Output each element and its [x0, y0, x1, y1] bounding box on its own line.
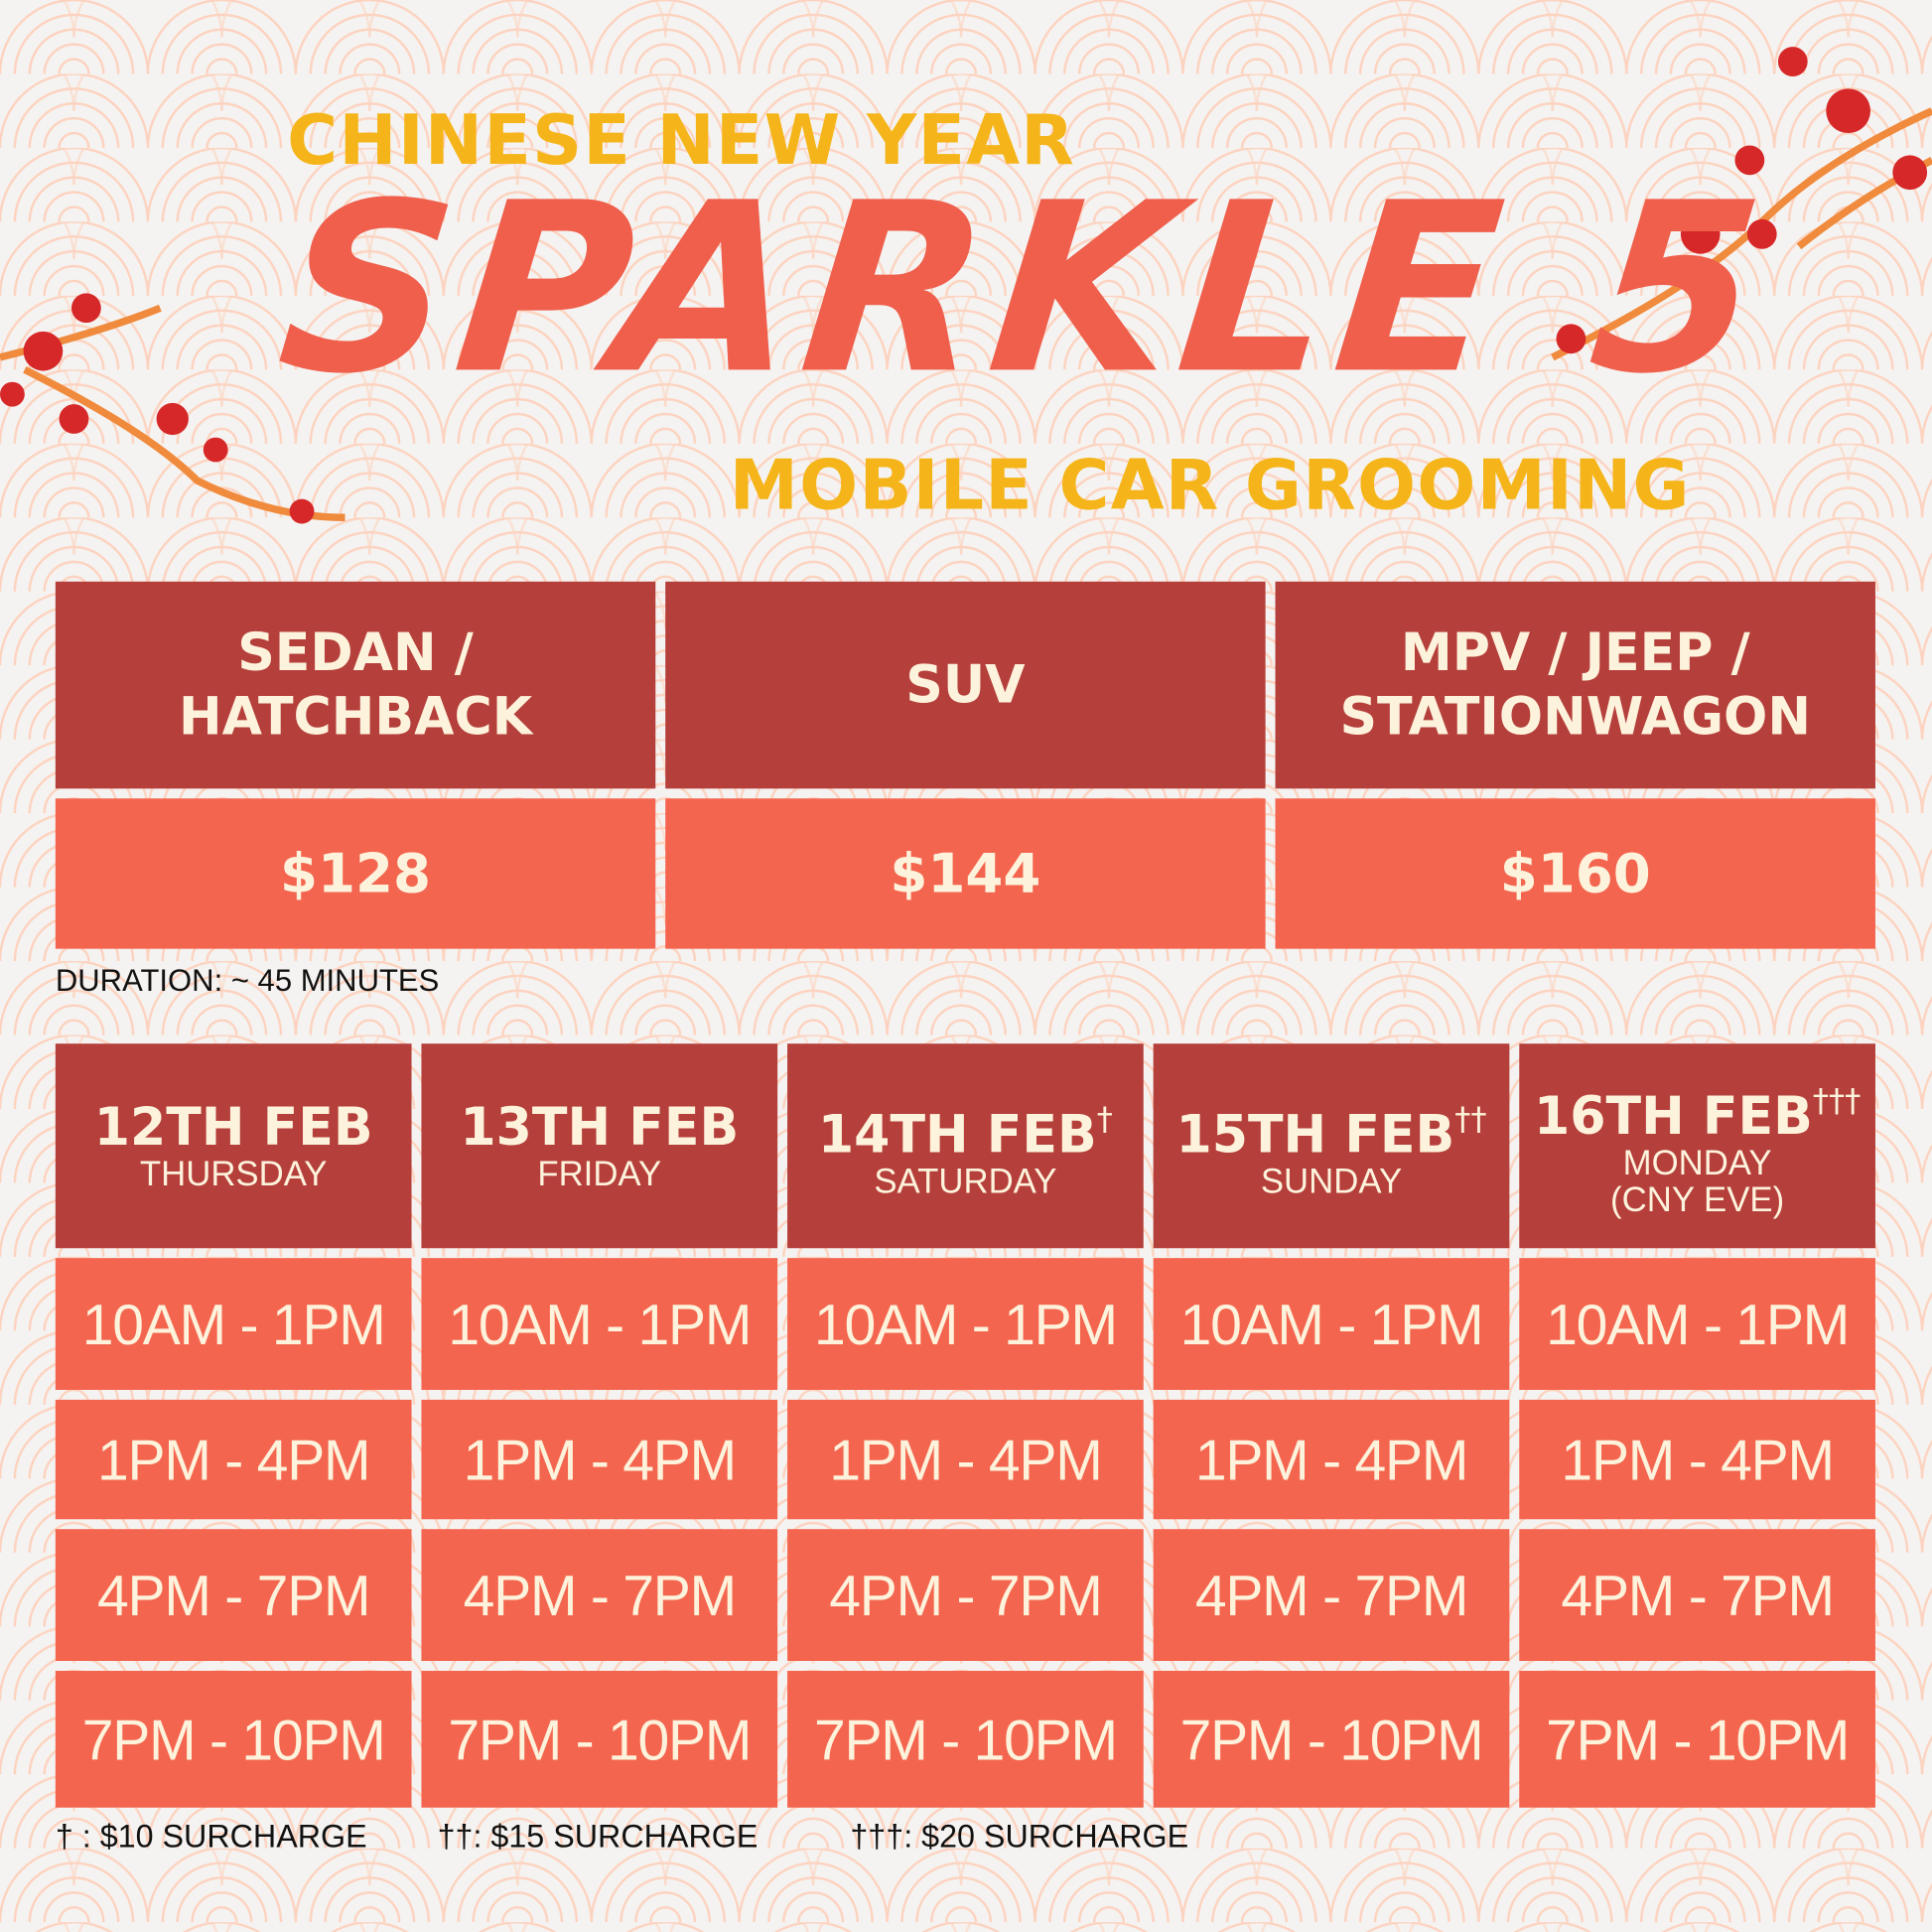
- day-header: 12TH FEB THURSDAY: [55, 1043, 412, 1249]
- weekday-label: FRIDAY: [537, 1154, 662, 1193]
- day-header: 16TH FEB††† MONDAY (CNY EVE): [1519, 1043, 1875, 1249]
- surcharge-mark: ††: [1454, 1101, 1487, 1139]
- time-slot-label: 7PM - 10PM: [813, 1707, 1118, 1772]
- vehicle-type-label: SEDAN /: [237, 621, 474, 683]
- price-cell: $144: [665, 798, 1266, 949]
- weekday-label: MONDAY: [1622, 1143, 1772, 1182]
- time-slot-cell[interactable]: 10AM - 1PM: [1519, 1258, 1875, 1390]
- day-header: 15TH FEB†† SUNDAY: [1153, 1043, 1510, 1249]
- time-slot-label: 7PM - 10PM: [1546, 1707, 1850, 1772]
- time-slot-label: 4PM - 7PM: [829, 1563, 1103, 1627]
- time-slot-label: 10AM - 1PM: [81, 1292, 386, 1356]
- vehicle-type-label: STATIONWAGON: [1339, 686, 1811, 748]
- weekday-label: SATURDAY: [874, 1162, 1057, 1200]
- brand-title: SPARKLE 5: [269, 152, 1780, 426]
- price-cell: $128: [55, 798, 656, 949]
- time-slot-cell[interactable]: 7PM - 10PM: [1519, 1670, 1875, 1808]
- price-value: $160: [1499, 842, 1651, 905]
- time-slot-label: 4PM - 7PM: [1561, 1563, 1835, 1627]
- time-slot-label: 1PM - 4PM: [97, 1427, 371, 1492]
- price-value: $144: [890, 842, 1041, 905]
- time-slot-label: 1PM - 4PM: [1561, 1427, 1835, 1492]
- time-slot-label: 4PM - 7PM: [1194, 1563, 1469, 1627]
- footnote-2: ††: $15 SURCHARGE: [437, 1817, 759, 1855]
- time-slot-cell[interactable]: 10AM - 1PM: [1153, 1258, 1510, 1390]
- date-label: 16TH FEB†††: [1534, 1073, 1861, 1145]
- time-slot-label: 1PM - 4PM: [829, 1427, 1103, 1492]
- vehicle-type-header: SEDAN / HATCHBACK: [55, 581, 656, 789]
- date-label: 13TH FEB: [460, 1096, 740, 1158]
- weekday-label: THURSDAY: [139, 1154, 328, 1193]
- weekday-label: SUNDAY: [1260, 1162, 1403, 1200]
- time-slot-cell[interactable]: 4PM - 7PM: [787, 1529, 1144, 1662]
- blossom-branch-left-icon: [0, 293, 345, 524]
- time-slot-label: 4PM - 7PM: [463, 1563, 738, 1627]
- vehicle-type-header: MPV / JEEP / STATIONWAGON: [1275, 581, 1875, 789]
- date-text: 15TH FEB: [1175, 1104, 1455, 1165]
- date-text: 13TH FEB: [460, 1096, 740, 1158]
- vehicle-type-label: HATCHBACK: [179, 686, 533, 748]
- event-subtitle: CHINESE NEW YEAR: [287, 100, 1076, 182]
- time-slot-label: 10AM - 1PM: [1546, 1292, 1850, 1356]
- date-label: 14TH FEB†: [818, 1092, 1113, 1164]
- time-slot-cell[interactable]: 4PM - 7PM: [1519, 1529, 1875, 1662]
- time-slot-cell[interactable]: 7PM - 10PM: [55, 1670, 412, 1808]
- day-header: 14TH FEB† SATURDAY: [787, 1043, 1144, 1249]
- price-value: $128: [280, 842, 432, 905]
- time-slot-cell[interactable]: 1PM - 4PM: [55, 1399, 412, 1520]
- time-slot-label: 10AM - 1PM: [813, 1292, 1118, 1356]
- vehicle-type-label: SUV: [905, 654, 1026, 715]
- time-slot-cell[interactable]: 10AM - 1PM: [787, 1258, 1144, 1390]
- time-slot-label: 7PM - 10PM: [448, 1707, 752, 1772]
- surcharge-mark: †††: [1812, 1082, 1862, 1121]
- duration-note: DURATION: ~ 45 MINUTES: [55, 963, 440, 999]
- date-label: 12TH FEB: [93, 1096, 373, 1158]
- time-slot-cell[interactable]: 1PM - 4PM: [1153, 1399, 1510, 1520]
- time-slot-cell[interactable]: 7PM - 10PM: [421, 1670, 778, 1808]
- time-slot-label: 1PM - 4PM: [463, 1427, 738, 1492]
- time-slot-cell[interactable]: 1PM - 4PM: [421, 1399, 778, 1520]
- date-text: 12TH FEB: [93, 1096, 373, 1158]
- day-header: 13TH FEB FRIDAY: [421, 1043, 778, 1249]
- date-label: 15TH FEB††: [1175, 1092, 1486, 1164]
- weekday-note: (CNY EVE): [1610, 1179, 1785, 1219]
- time-slot-cell[interactable]: 1PM - 4PM: [1519, 1399, 1875, 1520]
- service-subtitle: MOBILE CAR GROOMING: [729, 446, 1691, 526]
- time-slot-cell[interactable]: 4PM - 7PM: [55, 1529, 412, 1662]
- time-slot-label: 1PM - 4PM: [1194, 1427, 1469, 1492]
- time-slot-cell[interactable]: 10AM - 1PM: [55, 1258, 412, 1390]
- time-slot-label: 10AM - 1PM: [1179, 1292, 1484, 1356]
- time-slot-cell[interactable]: 7PM - 10PM: [787, 1670, 1144, 1808]
- vehicle-type-label: MPV / JEEP /: [1400, 621, 1750, 683]
- footnote-3: †††: $20 SURCHARGE: [850, 1817, 1189, 1855]
- time-slot-label: 7PM - 10PM: [81, 1707, 386, 1772]
- time-slot-cell[interactable]: 4PM - 7PM: [1153, 1529, 1510, 1662]
- surcharge-mark: †: [1096, 1101, 1113, 1139]
- time-slot-label: 4PM - 7PM: [97, 1563, 371, 1627]
- date-text: 16TH FEB: [1533, 1085, 1813, 1147]
- footnote-1: † : $10 SURCHARGE: [55, 1817, 367, 1855]
- price-cell: $160: [1275, 798, 1875, 949]
- time-slot-cell[interactable]: 4PM - 7PM: [421, 1529, 778, 1662]
- vehicle-type-header: SUV: [665, 581, 1266, 789]
- time-slot-label: 10AM - 1PM: [448, 1292, 752, 1356]
- blossom-branch-right-icon: [1551, 47, 1932, 361]
- time-slot-cell[interactable]: 10AM - 1PM: [421, 1258, 778, 1390]
- time-slot-cell[interactable]: 7PM - 10PM: [1153, 1670, 1510, 1808]
- time-slot-label: 7PM - 10PM: [1179, 1707, 1484, 1772]
- time-slot-cell[interactable]: 1PM - 4PM: [787, 1399, 1144, 1520]
- date-text: 14TH FEB: [817, 1104, 1097, 1165]
